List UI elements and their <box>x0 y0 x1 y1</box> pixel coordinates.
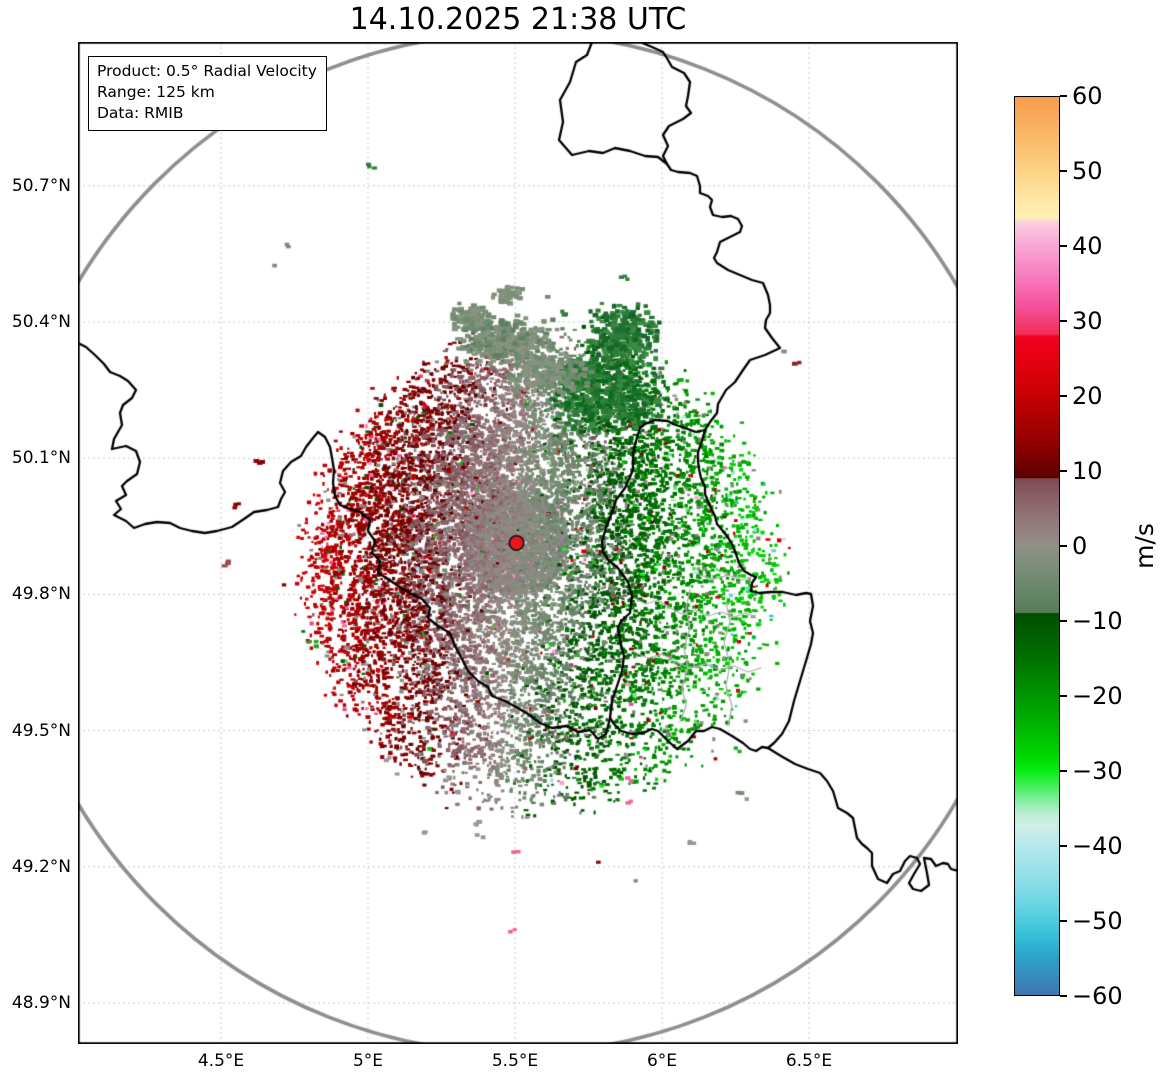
colorbar-tick-label: 0 <box>1072 532 1088 560</box>
colorbar-tick-label: −60 <box>1072 982 1123 1010</box>
colorbar-tick-label: −20 <box>1072 682 1123 710</box>
colorbar-tick-mark <box>1060 770 1067 772</box>
colorbar-tick-mark <box>1060 95 1067 97</box>
radar-velocity-map <box>78 42 958 1044</box>
colorbar-tick-label: −50 <box>1072 907 1123 935</box>
colorbar-tick-mark <box>1060 320 1067 322</box>
lon-tick-label: 4.5°E <box>197 1051 245 1071</box>
map-panel <box>78 42 958 1044</box>
colorbar-tick-mark <box>1060 620 1067 622</box>
lat-tick-label: 49.2°N <box>11 856 71 877</box>
product-info-box: Product: 0.5° Radial Velocity Range: 125… <box>88 56 327 131</box>
velocity-colorbar <box>1014 96 1060 996</box>
colorbar-tick-label: 40 <box>1072 232 1103 260</box>
colorbar-tick-label: −40 <box>1072 832 1123 860</box>
colorbar-tick-mark <box>1060 920 1067 922</box>
lat-tick-label: 50.7°N <box>11 175 71 196</box>
lon-tick-label: 5.5°E <box>491 1051 539 1071</box>
colorbar-unit-label: m/s <box>1130 523 1159 569</box>
colorbar-tick-mark <box>1060 995 1067 997</box>
colorbar-tick-label: 50 <box>1072 157 1103 185</box>
info-range: Range: 125 km <box>97 82 215 101</box>
colorbar-tick-mark <box>1060 170 1067 172</box>
colorbar-tick-mark <box>1060 695 1067 697</box>
lat-tick-label: 49.5°N <box>11 720 71 741</box>
lat-tick-label: 50.1°N <box>11 448 71 469</box>
plot-title: 14.10.2025 21:38 UTC <box>349 2 687 37</box>
lat-tick-label: 49.8°N <box>11 584 71 605</box>
colorbar-tick-label: −30 <box>1072 757 1123 785</box>
colorbar-tick-mark <box>1060 545 1067 547</box>
colorbar-tick-label: 20 <box>1072 382 1103 410</box>
colorbar-tick-label: 60 <box>1072 82 1103 110</box>
lat-tick-label: 50.4°N <box>11 312 71 332</box>
info-data-source: Data: RMIB <box>97 103 184 122</box>
colorbar-tick-mark <box>1060 395 1067 397</box>
colorbar-tick-label: 30 <box>1072 307 1103 335</box>
colorbar-tick-label: −10 <box>1072 607 1123 635</box>
lon-tick-label: 6.5°E <box>785 1051 833 1071</box>
lon-tick-label: 6°E <box>646 1051 678 1071</box>
colorbar-tick-mark <box>1060 470 1067 472</box>
colorbar-tick-label: 10 <box>1072 457 1103 485</box>
lon-tick-label: 5°E <box>352 1051 384 1071</box>
info-product: Product: 0.5° Radial Velocity <box>97 62 317 80</box>
colorbar-tick-mark <box>1060 845 1067 847</box>
lat-tick-label: 48.9°N <box>11 993 71 1013</box>
colorbar-tick-mark <box>1060 245 1067 247</box>
